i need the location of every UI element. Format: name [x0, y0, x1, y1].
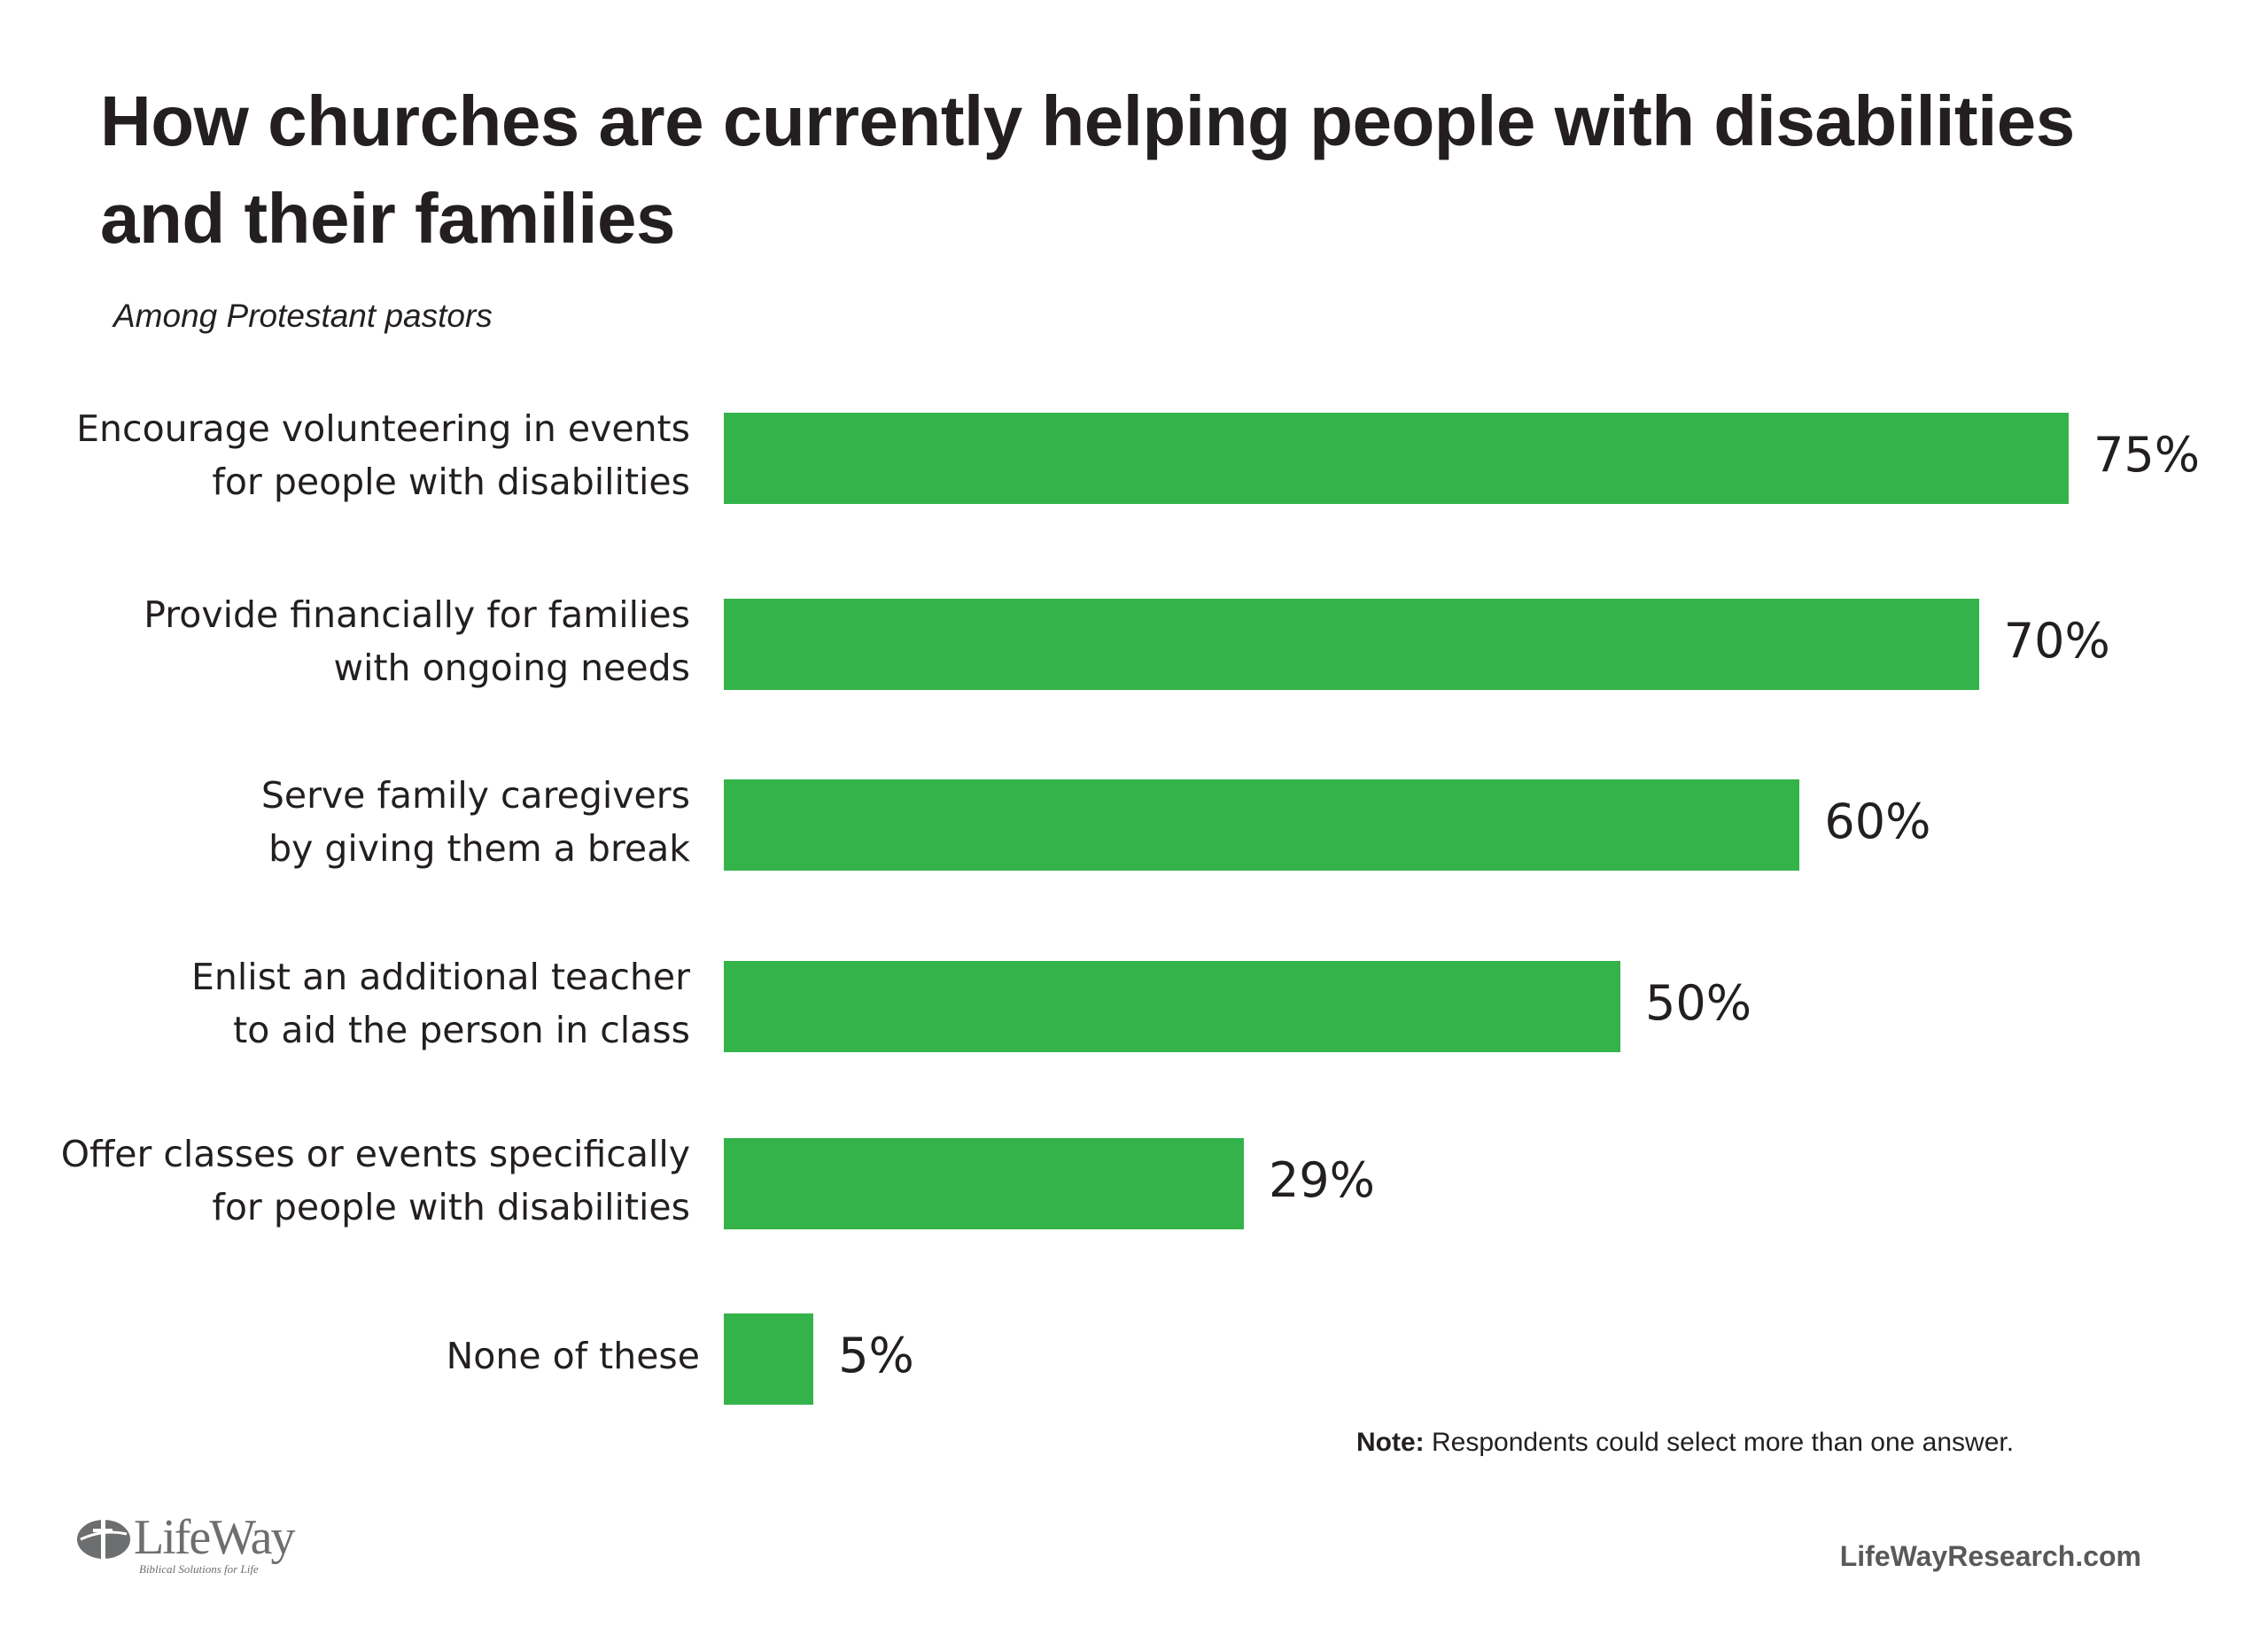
category-label: Encourage volunteering in events for peo… — [76, 407, 690, 503]
note-text: Respondents could select more than one a… — [1424, 1428, 2015, 1457]
site-url: LifeWayResearch.com — [1839, 1540, 2141, 1572]
bar — [724, 413, 2069, 504]
chart-title: How churches are currently helping peopl… — [100, 81, 2075, 258]
value-label: 70% — [2003, 612, 2110, 669]
lifeway-logo: LifeWay Biblical Solutions for Life — [75, 1510, 315, 1584]
note-label: Note: — [1356, 1428, 1425, 1457]
bar — [724, 599, 1979, 690]
category-label: Provide financially for families with on… — [144, 593, 690, 689]
value-label: 5% — [838, 1327, 914, 1383]
chart-subtitle: Among Protestant pastors — [113, 298, 493, 334]
svg-text:LifeWay: LifeWay — [134, 1513, 295, 1565]
category-label: Enlist an additional teacher to aid the … — [191, 955, 690, 1051]
value-label: 75% — [2093, 426, 2201, 483]
category-label: None of these — [446, 1334, 700, 1377]
value-label: 50% — [1645, 974, 1752, 1031]
value-label: 29% — [1268, 1151, 1375, 1208]
bar — [724, 961, 1620, 1052]
bar — [724, 1138, 1244, 1229]
category-label: Serve family caregivers by giving them a… — [260, 773, 690, 870]
value-label: 60% — [1824, 793, 1931, 849]
note: Note: Respondents could select more than… — [1356, 1428, 2014, 1458]
svg-text:Biblical Solutions for Life: Biblical Solutions for Life — [139, 1562, 259, 1576]
category-label: Offer classes or events specifically for… — [60, 1132, 690, 1228]
bar — [724, 1313, 814, 1405]
bar — [724, 779, 1800, 871]
